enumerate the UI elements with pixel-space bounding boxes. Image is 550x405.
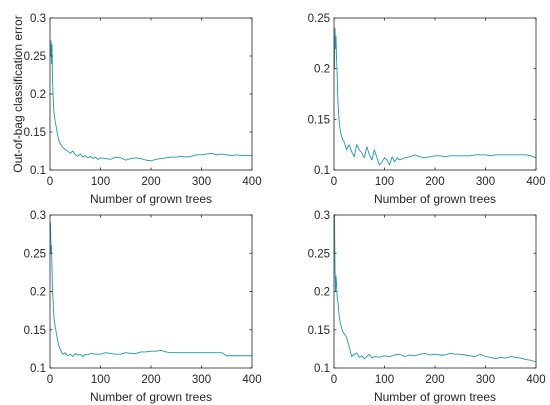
series-line: [334, 27, 537, 166]
subplot-1: 0 100 200 300 400 0.1 0.15 0.2 0.25 0.3 Number of …: [11, 13, 262, 206]
x-tick-label: 0: [47, 176, 53, 188]
subplot-4: 0 100 200 300 400 0.1 0.15 0.2 0.25 0.3 Number of …: [308, 210, 546, 404]
x-axis-title: Number of grown trees: [374, 390, 496, 404]
x-tick-label: 200: [425, 374, 444, 386]
y-tick-label: 0.2: [314, 64, 330, 76]
y-tick-label: 0.1: [314, 165, 330, 177]
x-tick-label: 200: [425, 176, 444, 188]
series-line: [50, 40, 252, 162]
y-tick-label: 0.1: [30, 363, 46, 375]
plot-frame: [333, 214, 537, 369]
x-tick-label: 100: [375, 374, 394, 386]
x-tick-label: 400: [242, 374, 261, 386]
y-tick-label: 0.3: [30, 13, 46, 25]
x-tick-label: 200: [141, 374, 160, 386]
y-tick-label: 0.15: [308, 114, 330, 126]
plot-frame: [333, 17, 537, 171]
x-tick-label: 300: [476, 374, 495, 386]
y-tick-label: 0.3: [30, 210, 46, 222]
x-tick-label: 400: [526, 176, 545, 188]
subplot-3: 0 100 200 300 400 0.1 0.15 0.2 0.25 0.3 Number of …: [24, 210, 262, 404]
y-tick-label: 0.2: [30, 287, 46, 299]
x-tick-label: 100: [91, 374, 110, 386]
y-tick-label: 0.1: [314, 363, 330, 375]
y-tick-label: 0.1: [30, 165, 46, 177]
x-tick-label: 200: [141, 176, 160, 188]
y-axis-title: Out-of-bag classification error: [11, 15, 25, 172]
x-tick-label: 300: [476, 176, 495, 188]
y-tick-label: 0.25: [24, 51, 46, 63]
y-tick-label: 0.15: [24, 325, 46, 337]
series-line: [334, 214, 537, 363]
x-tick-label: 400: [526, 374, 545, 386]
y-tick-label: 0.15: [24, 127, 46, 139]
plot-frame: [49, 214, 253, 369]
x-axis-title: Number of grown trees: [374, 192, 496, 206]
y-tick-label: 0.2: [30, 89, 46, 101]
y-tick-label: 0.25: [308, 13, 330, 25]
x-tick-label: 300: [192, 176, 211, 188]
y-tick-label: 0.15: [308, 325, 330, 337]
x-tick-label: 0: [331, 176, 337, 188]
plot-frame: [49, 17, 253, 171]
y-tick-label: 0.25: [308, 248, 330, 260]
x-axis-title: Number of grown trees: [90, 192, 212, 206]
y-tick-label: 0.25: [24, 248, 46, 260]
x-axis-title: Number of grown trees: [90, 390, 212, 404]
series-line: [50, 222, 252, 357]
subplot-2: 0 100 200 300 400 0.1 0.15 0.2 0.25 Number of gro…: [308, 13, 546, 206]
x-tick-label: 300: [192, 374, 211, 386]
x-tick-label: 100: [91, 176, 110, 188]
x-tick-label: 400: [242, 176, 261, 188]
y-tick-label: 0.2: [314, 287, 330, 299]
y-tick-label: 0.3: [314, 210, 330, 222]
x-tick-label: 0: [331, 374, 337, 386]
x-tick-label: 0: [47, 374, 53, 386]
x-tick-label: 100: [375, 176, 394, 188]
